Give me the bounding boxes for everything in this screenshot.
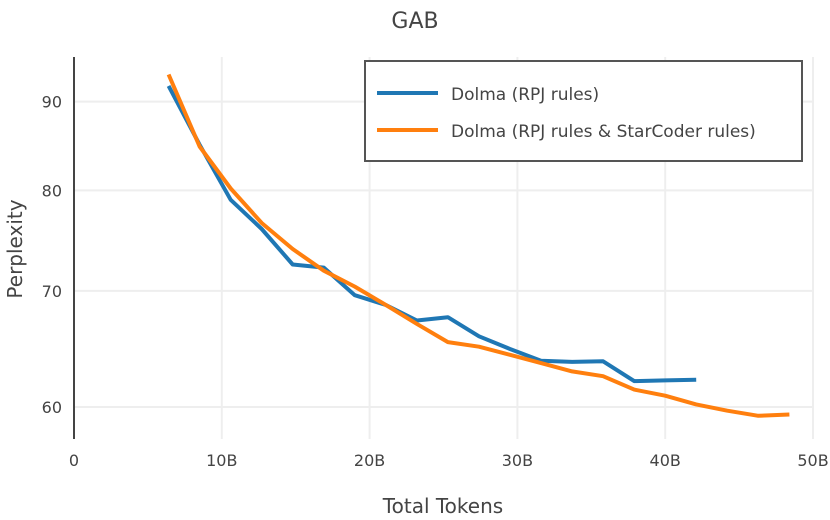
x-tick-label: 10B xyxy=(206,451,237,470)
series-line-1 xyxy=(166,73,790,418)
x-tick-label: 20B xyxy=(354,451,385,470)
x-tick-label: 40B xyxy=(650,451,681,470)
series-line-0 xyxy=(166,84,697,384)
y-tick-label: 70 xyxy=(42,282,62,301)
y-tick-labels: 60 70 80 90 xyxy=(42,93,62,417)
x-axis-title: Total Tokens xyxy=(382,494,503,518)
legend-label-rpj-starcoder: Dolma (RPJ rules & StarCoder rules) xyxy=(451,122,756,142)
x-tick-labels: 0 10B 20B 30B 40B 50B xyxy=(69,451,829,470)
series-lines xyxy=(166,73,790,418)
x-tick-label: 0 xyxy=(69,451,79,470)
x-tick-label: 50B xyxy=(797,451,828,470)
chart-title: GAB xyxy=(391,9,438,34)
legend-box xyxy=(364,60,803,162)
y-tick-label: 90 xyxy=(42,93,62,112)
y-tick-label: 80 xyxy=(42,181,62,200)
legend-label-rpj: Dolma (RPJ rules) xyxy=(451,85,599,105)
legend: Dolma (RPJ rules) Dolma (RPJ rules & Sta… xyxy=(364,60,803,162)
y-tick-label: 60 xyxy=(42,398,62,417)
x-tick-label: 30B xyxy=(502,451,533,470)
y-axis-title: Perplexity xyxy=(3,199,27,298)
